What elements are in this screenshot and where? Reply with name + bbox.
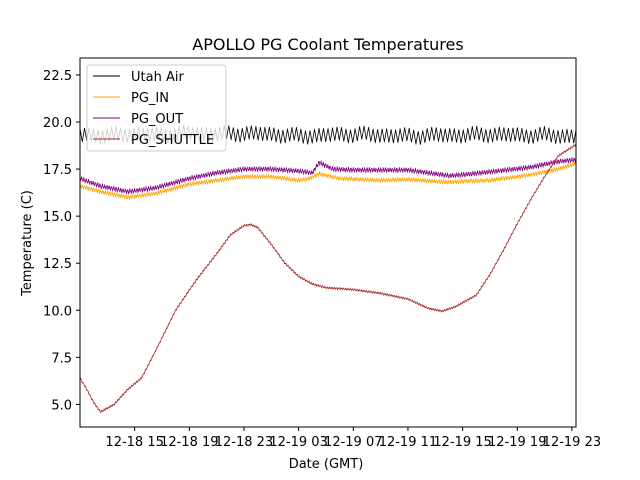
legend-label: Utah Air [131,70,184,85]
y-tick-label: 20.0 [43,116,72,131]
legend-label: PG_IN [131,91,169,106]
y-tick-label: 17.5 [43,163,72,178]
y-tick-label: 12.5 [43,257,72,272]
series-line-pg-in [79,161,577,200]
x-axis-label: Date (GMT) [289,457,364,472]
x-tick-label: 12-18 19 [160,435,218,450]
chart-title: APOLLO PG Coolant Temperatures [192,35,463,54]
x-tick-label: 12-18 15 [105,435,163,450]
x-tick-label: 12-19 07 [324,435,382,450]
series-line-pg-out [79,157,577,195]
x-tick-label: 12-19 03 [269,435,327,450]
y-tick-label: 7.5 [51,351,72,366]
y-tick-label: 5.0 [51,398,72,413]
y-axis: 5.0 7.5 10.0 12.5 15.0 17.5 20.0 22.5 [43,69,80,413]
y-axis-label: Temperature (C) [20,190,35,297]
y-tick-label: 22.5 [43,69,72,84]
legend-label: PG_SHUTTLE [131,133,214,148]
y-tick-label: 15.0 [43,210,72,225]
plot-frame [79,57,577,428]
x-tick-label: 12-19 11 [379,435,437,450]
legend: Utah Air PG_IN PG_OUT PG_SHUTTLE [86,64,227,152]
legend-box [86,64,227,152]
series-line-pg-shuttle [79,143,577,413]
y-tick-label: 10.0 [43,304,72,319]
x-tick-label: 12-19 23 [543,435,601,450]
x-tick-label: 12-19 19 [488,435,546,450]
x-tick-label: 12-19 15 [433,435,491,450]
x-tick-label: 12-18 23 [215,435,273,450]
legend-label: PG_OUT [131,112,183,127]
